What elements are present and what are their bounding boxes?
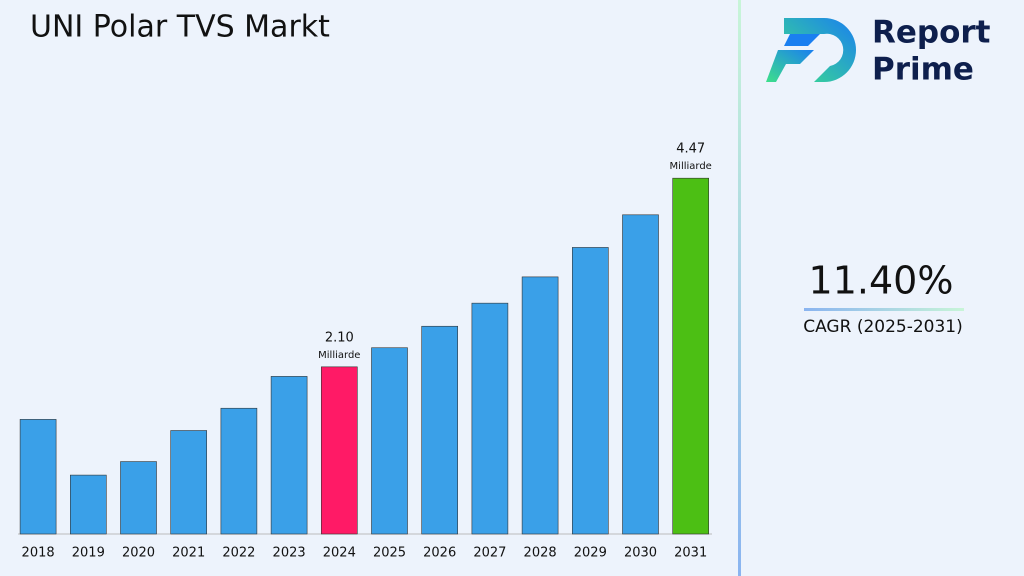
x-tick-label: 2023 bbox=[273, 546, 306, 561]
x-tick-label: 2025 bbox=[373, 546, 406, 561]
bar bbox=[170, 430, 207, 535]
x-tick-label: 2019 bbox=[72, 546, 105, 561]
bar bbox=[371, 347, 408, 535]
cagr-value: 11.40% bbox=[809, 259, 954, 303]
chart-title: UNI Polar TVS Markt bbox=[30, 10, 330, 45]
bar bbox=[70, 474, 107, 535]
divider bbox=[738, 0, 741, 576]
value-label: 2.10 bbox=[325, 330, 354, 345]
x-tick-label: 2030 bbox=[624, 546, 657, 561]
value-unit: Milliarde bbox=[318, 350, 360, 361]
x-tick-label: 2031 bbox=[674, 546, 707, 561]
bar bbox=[672, 177, 710, 535]
bar bbox=[521, 276, 559, 535]
x-tick-label: 2022 bbox=[222, 546, 255, 561]
bar bbox=[571, 247, 609, 535]
x-tick-label: 2028 bbox=[524, 546, 557, 561]
value-unit: Milliarde bbox=[670, 161, 712, 172]
logo-text: Prime bbox=[872, 52, 974, 88]
bar bbox=[320, 366, 358, 535]
x-tick-label: 2024 bbox=[323, 546, 356, 561]
bar bbox=[120, 461, 157, 535]
x-tick-label: 2026 bbox=[423, 546, 456, 561]
logo-text: Report bbox=[872, 15, 991, 51]
underline bbox=[804, 308, 964, 311]
value-label: 4.47 bbox=[676, 142, 705, 157]
bar bbox=[471, 302, 509, 535]
bar bbox=[622, 214, 659, 535]
bar bbox=[270, 376, 308, 535]
cagr-label: CAGR (2025-2031) bbox=[803, 317, 963, 337]
logo: Report Prime bbox=[766, 15, 991, 88]
x-tick-label: 2029 bbox=[574, 546, 607, 561]
x-tick-label: 2020 bbox=[122, 546, 155, 561]
bar bbox=[421, 325, 459, 535]
bar bbox=[19, 419, 57, 535]
x-tick-label: 2021 bbox=[172, 546, 205, 561]
logo-mark bbox=[784, 34, 820, 46]
x-tick-label: 2018 bbox=[22, 546, 55, 561]
bar bbox=[220, 407, 258, 535]
x-tick-label: 2027 bbox=[473, 546, 506, 561]
logo-mark bbox=[766, 50, 814, 82]
